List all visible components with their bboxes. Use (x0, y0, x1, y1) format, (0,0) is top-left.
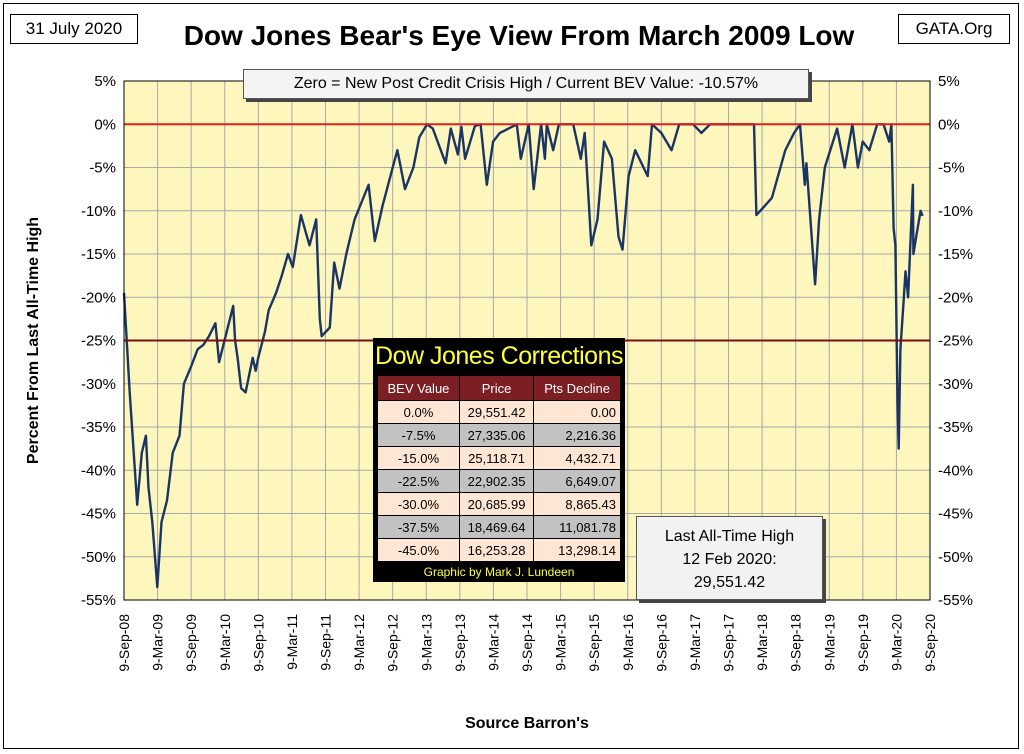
y-tick-label-right: 0% (938, 116, 960, 133)
y-tick-label-right: -20% (938, 289, 973, 306)
x-tick-label: 9-Sep-10 (250, 614, 266, 672)
y-tick-label-left: -30% (81, 376, 116, 393)
y-tick-label-left: -10% (81, 203, 116, 220)
series-line (122, 123, 924, 589)
x-tick-label: 9-Sep-16 (653, 614, 669, 672)
corrections-cell: 22,902.35 (458, 469, 535, 493)
corrections-row: -15.0% 25,118.71 4,432.71 (377, 446, 621, 470)
x-tick-label: 9-Sep-19 (855, 614, 871, 672)
corrections-cell: -30.0% (377, 492, 460, 516)
corrections-row: -37.5% 18,469.64 11,081.78 (377, 515, 621, 539)
x-tick-label: 9-Sep-20 (922, 614, 938, 672)
last-ath-box: Last All-Time High 12 Feb 2020: 29,551.4… (636, 516, 823, 600)
y-tick-label-right: -40% (938, 462, 973, 479)
x-tick-label: 9-Mar-19 (821, 614, 837, 671)
x-tick-label: 9-Mar-12 (351, 614, 367, 671)
y-tick-label-left: -35% (81, 419, 116, 436)
x-tick-label: 9-Mar-20 (888, 614, 904, 671)
x-axis-label: Source Barron's (465, 715, 589, 732)
corrections-cell: -45.0% (377, 538, 460, 562)
corrections-cell: 4,432.71 (533, 446, 621, 470)
x-tick-label: 9-Sep-13 (452, 614, 468, 672)
corrections-cell: 29,551.42 (458, 400, 535, 424)
x-tick-label: 9-Sep-15 (586, 614, 602, 672)
y-tick-label-right: -15% (938, 246, 973, 263)
corrections-table: Dow Jones Corrections BEV Value Price Pts … (373, 338, 625, 582)
corrections-col-header: Price (458, 375, 535, 401)
x-tick-label: 9-Mar-15 (553, 614, 569, 671)
y-tick-label-left: -25% (81, 333, 116, 350)
corrections-cell: 16,253.28 (458, 538, 535, 562)
corrections-row: 0.0% 29,551.42 0.00 (377, 400, 621, 424)
corrections-cell: 2,216.36 (533, 423, 621, 447)
ath-label: Last All-Time High (664, 528, 795, 545)
corrections-cell: 27,335.06 (458, 423, 535, 447)
y-tick-label-right: 5% (938, 73, 960, 90)
y-axis-label: Percent From Last All-Time High (25, 217, 42, 464)
corrections-cell: -15.0% (377, 446, 460, 470)
x-tick-label: 9-Mar-09 (150, 614, 166, 671)
y-tick-label-right: -35% (938, 419, 973, 436)
x-tick-label: 9-Mar-17 (687, 614, 703, 671)
corrections-cell: -22.5% (377, 469, 460, 493)
corrections-header-row: BEV Value Price Pts Decline (377, 375, 621, 401)
x-tick-label: 9-Sep-18 (788, 614, 804, 672)
y-tick-label-right: -55% (938, 592, 973, 609)
y-tick-label-right: -25% (938, 333, 973, 350)
y-tick-label-left: -5% (89, 160, 116, 177)
x-tick-label: 9-Sep-17 (721, 614, 737, 672)
corrections-cell: -37.5% (377, 515, 460, 539)
x-tick-label: 9-Mar-14 (485, 614, 501, 671)
y-tick-label-right: -45% (938, 506, 973, 523)
x-tick-label: 9-Sep-14 (519, 614, 535, 672)
chart-title: Dow Jones Bear's Eye View From March 200… (183, 20, 855, 51)
y-tick-label-right: -10% (938, 203, 973, 220)
date-label: 31 July 2020 (10, 14, 138, 44)
x-tick-label: 9-Sep-11 (318, 614, 334, 671)
corrections-row: -22.5% 22,902.35 6,649.07 (377, 469, 621, 493)
x-tick-label: 9-Mar-16 (620, 614, 636, 671)
corrections-row: -45.0% 16,253.28 13,298.14 (377, 538, 621, 562)
x-tick-label: 9-Mar-10 (217, 614, 233, 671)
y-tick-label-left: -15% (81, 246, 116, 263)
corrections-cell: 13,298.14 (533, 538, 621, 562)
graphic-credit: Graphic by Mark J. Lundeen (423, 565, 575, 579)
corrections-cell: 20,685.99 (458, 492, 535, 516)
y-tick-label-left: 5% (94, 73, 116, 90)
y-tick-label-right: -30% (938, 376, 973, 393)
y-tick-label-left: -55% (81, 592, 116, 609)
ath-price: 29,551.42 (693, 574, 766, 591)
ath-date: 12 Feb 2020: (682, 551, 777, 568)
corrections-grid: BEV Value Price Pts Decline 0.0% 29,551.42 0… (377, 375, 621, 562)
bev-note: Zero = New Post Credit Crisis High / Cur… (243, 69, 809, 99)
y-tick-label-left: -40% (81, 462, 116, 479)
y-tick-label-right: -5% (938, 160, 965, 177)
x-tick-label: 9-Sep-08 (116, 614, 132, 672)
corrections-row: -30.0% 20,685.99 8,865.43 (377, 492, 621, 516)
y-tick-label-left: 0% (94, 116, 116, 133)
corrections-cell: 11,081.78 (533, 515, 621, 539)
corrections-cell: 18,469.64 (458, 515, 535, 539)
corrections-cell: -7.5% (377, 423, 460, 447)
y-tick-label-left: -45% (81, 506, 116, 523)
corrections-cell: 0.0% (377, 400, 460, 424)
corrections-cell: 6,649.07 (533, 469, 621, 493)
x-tick-label: 9-Sep-09 (183, 614, 199, 672)
y-tick-label-left: -20% (81, 289, 116, 306)
corrections-row: -7.5% 27,335.06 2,216.36 (377, 423, 621, 447)
y-tick-label-right: -50% (938, 549, 973, 566)
corrections-col-header: BEV Value (377, 375, 460, 401)
x-tick-label: 9-Mar-11 (284, 614, 300, 670)
y-tick-label-left: -50% (81, 549, 116, 566)
corrections-title: Dow Jones Corrections (375, 342, 623, 370)
x-tick-label: 9-Sep-12 (385, 614, 401, 672)
x-tick-label: 9-Mar-13 (418, 614, 434, 671)
corrections-body: 0.0% 29,551.42 0.00 -7.5% 27,335.06 2,216.36-… (377, 400, 621, 562)
corrections-col-header: Pts Decline (533, 375, 621, 401)
corrections-cell: 25,118.71 (458, 446, 535, 470)
site-label: GATA.Org (898, 14, 1010, 44)
corrections-cell: 0.00 (533, 400, 621, 424)
x-tick-label: 9-Mar-18 (754, 614, 770, 671)
corrections-cell: 8,865.43 (533, 492, 621, 516)
